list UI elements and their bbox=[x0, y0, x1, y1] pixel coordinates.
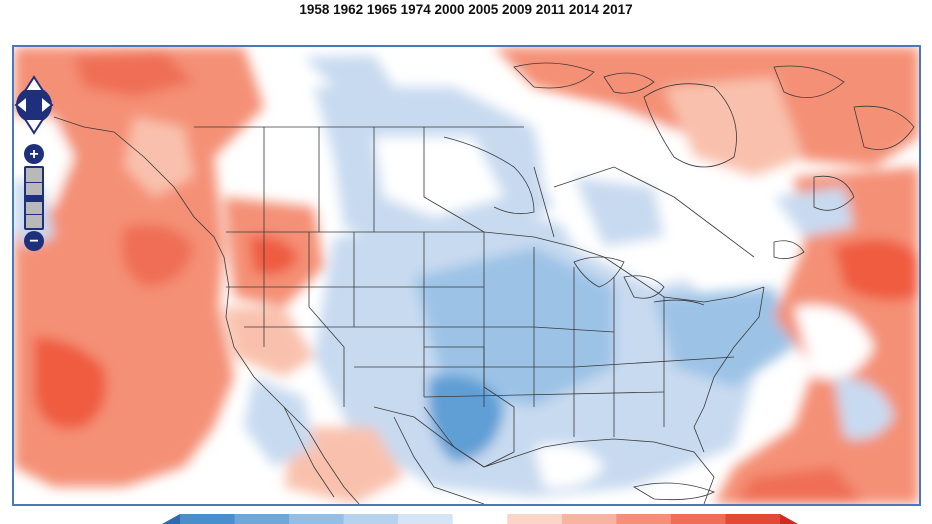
gulf-coastline bbox=[373, 406, 715, 504]
colorbar-segment bbox=[561, 514, 617, 524]
great-lakes bbox=[573, 256, 705, 306]
newfoundland bbox=[773, 175, 855, 260]
gulf-neutral bbox=[534, 444, 604, 488]
map-title-years: 1958 1962 1965 1974 2000 2005 2009 2011 … bbox=[299, 2, 633, 17]
colorbar-segment bbox=[234, 514, 290, 524]
texas-outline bbox=[423, 346, 515, 468]
zoom-level-1[interactable] bbox=[26, 168, 42, 182]
colorbar-segment bbox=[162, 514, 180, 524]
quebec-labrador bbox=[553, 166, 755, 258]
pan-control-base bbox=[16, 87, 52, 123]
hudson-bay-coast bbox=[443, 136, 535, 215]
state-border-12 bbox=[354, 356, 735, 368]
pan-up-button[interactable] bbox=[23, 75, 45, 92]
zoom-in-circle bbox=[24, 144, 44, 164]
colorbar-segment bbox=[780, 514, 798, 524]
zoom-in-button[interactable]: + bbox=[24, 144, 44, 164]
pan-down-button[interactable] bbox=[23, 118, 45, 135]
colorbar-segment bbox=[507, 514, 563, 524]
ontario-quebec-border bbox=[533, 166, 555, 238]
colorbar-segments bbox=[162, 514, 798, 524]
colorbar-segment bbox=[616, 514, 672, 524]
southwest-cool bbox=[244, 377, 314, 467]
greenland-coast bbox=[643, 83, 737, 168]
colorbar-segment bbox=[289, 514, 345, 524]
map-boundaries bbox=[53, 62, 915, 504]
zoom-slider-handle[interactable] bbox=[24, 195, 44, 201]
pacific-strong-warm-2 bbox=[121, 224, 194, 287]
zoom-level-2[interactable] bbox=[26, 183, 42, 197]
zoom-level-4[interactable] bbox=[26, 215, 42, 228]
pan-left-icon bbox=[14, 93, 28, 117]
zoom-slider[interactable] bbox=[24, 166, 44, 230]
arctic-cool bbox=[304, 55, 394, 97]
pan-zoom-control: + − bbox=[14, 75, 54, 251]
colorbar-segment bbox=[452, 514, 508, 524]
labrador-cool bbox=[774, 187, 854, 237]
pan-up-icon bbox=[23, 75, 45, 92]
colorbar-segment bbox=[670, 514, 726, 524]
anomaly-colorbar bbox=[162, 514, 798, 524]
pan-right-button[interactable] bbox=[40, 93, 54, 117]
southwest-weak-warm bbox=[224, 307, 314, 377]
zoom-out-button[interactable]: − bbox=[24, 231, 44, 251]
pacific-neutral-2 bbox=[124, 117, 194, 197]
colorbar-segment bbox=[398, 514, 454, 524]
canada-us-border bbox=[226, 231, 765, 303]
cuba bbox=[632, 482, 716, 501]
atlantic-cool bbox=[834, 377, 894, 440]
east-cool bbox=[654, 287, 794, 387]
state-border-13 bbox=[423, 391, 665, 398]
mexico-weak-warm bbox=[284, 427, 404, 504]
anomaly-map[interactable] bbox=[12, 45, 921, 506]
east-coastline bbox=[693, 286, 765, 453]
state-border-11 bbox=[244, 326, 615, 333]
zoom-out-icon: − bbox=[29, 233, 38, 250]
pan-down-icon bbox=[23, 118, 45, 135]
pan-left-button[interactable] bbox=[14, 93, 28, 117]
baja-coastline bbox=[283, 406, 335, 498]
greenland-weak-warm bbox=[664, 77, 804, 177]
zoom-level-3[interactable] bbox=[26, 202, 42, 214]
map-navigation: + − bbox=[12, 74, 58, 264]
arctic-islands bbox=[513, 62, 915, 150]
zoom-out-circle bbox=[24, 231, 44, 251]
pacific-strong-warm-1 bbox=[34, 337, 107, 429]
atlantic-strong-warm bbox=[834, 239, 919, 301]
anomaly-map-canvas bbox=[14, 47, 919, 504]
zoom-in-icon: + bbox=[29, 146, 38, 163]
colorbar-segment bbox=[725, 514, 781, 524]
hudson-weak-cool bbox=[574, 177, 664, 247]
alaska-strong-warm bbox=[74, 52, 194, 97]
canada-neutral bbox=[374, 137, 504, 217]
mexico-coastline bbox=[393, 416, 485, 504]
caribbean-strong-warm bbox=[734, 467, 864, 504]
atlantic-neutral bbox=[794, 305, 874, 379]
pan-right-icon bbox=[40, 93, 54, 117]
colorbar-segment bbox=[343, 514, 399, 524]
northwest-strong-warm bbox=[249, 236, 299, 275]
colorbar-segment bbox=[180, 514, 236, 524]
manitoba-ontario-border bbox=[423, 127, 485, 233]
pan-control bbox=[14, 75, 54, 135]
